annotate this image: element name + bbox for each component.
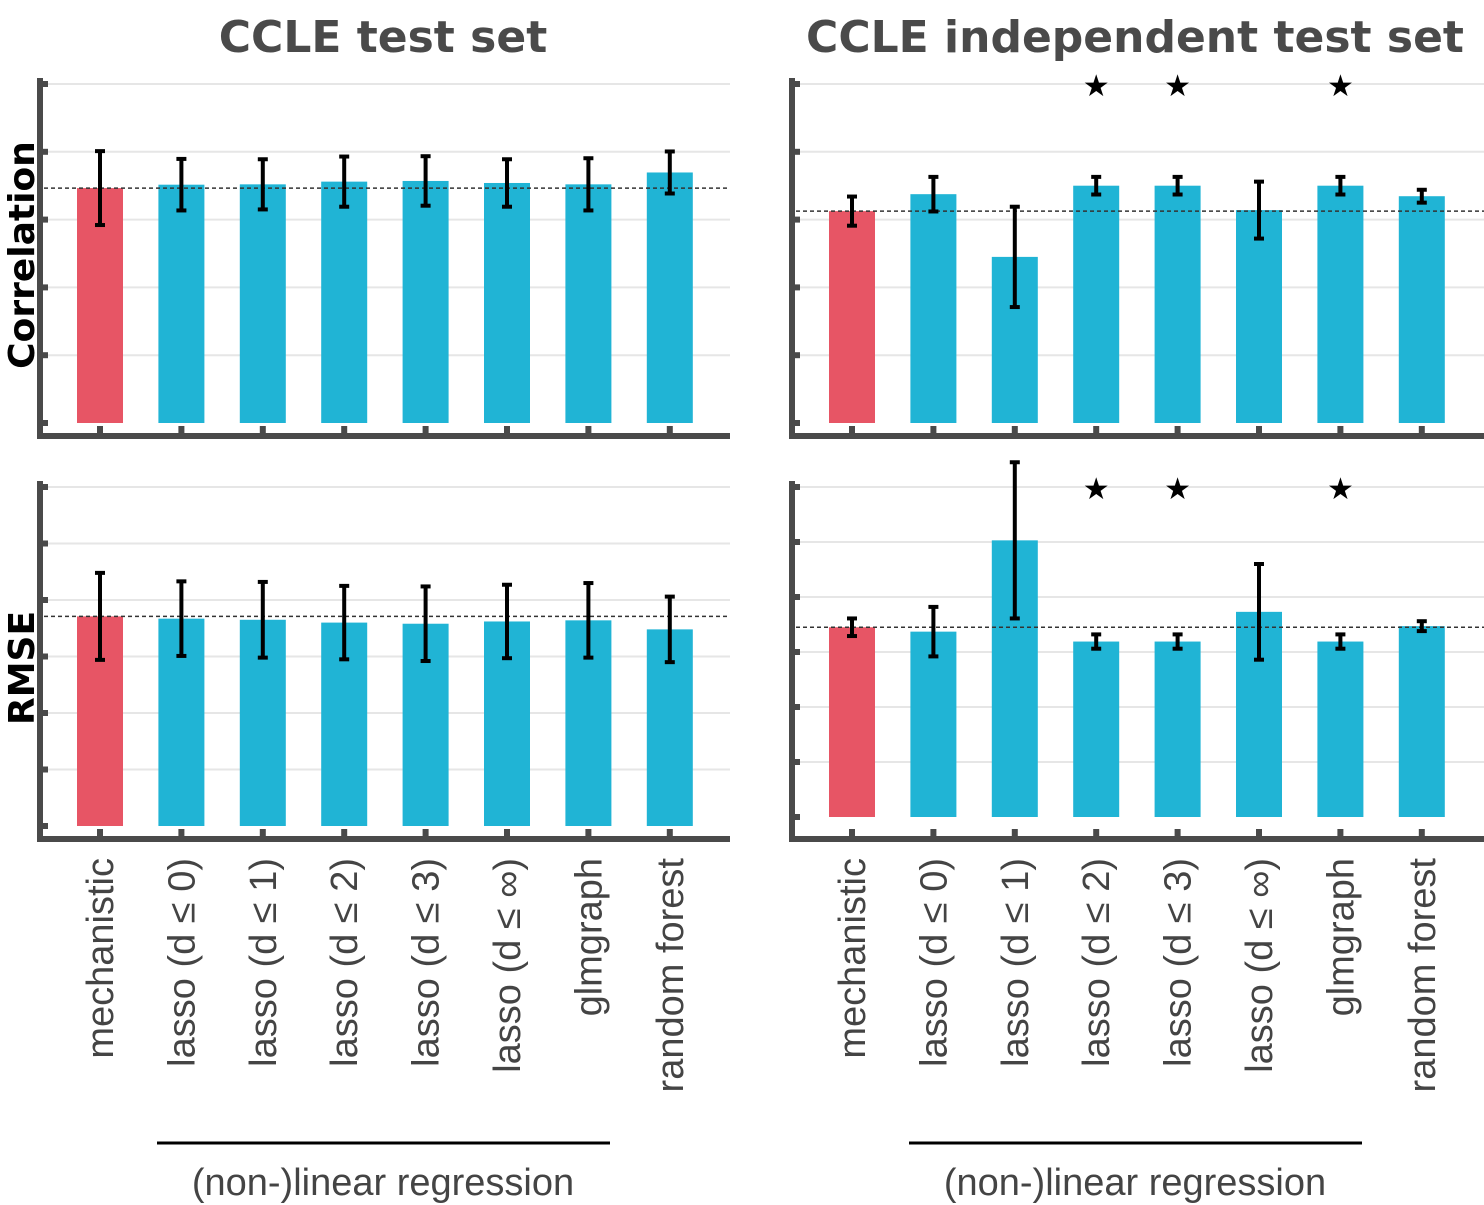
group-label-right: (non-)linear regression: [944, 1162, 1326, 1204]
bar-4: [402, 180, 449, 423]
x-tick-label-1: lasso (d ≤ 0): [161, 858, 203, 1067]
bar-4: [1154, 185, 1201, 423]
title-left: CCLE test set: [219, 12, 547, 63]
x-tick-label-0: mechanistic: [80, 858, 122, 1059]
ylabel-correlation: Correlation: [2, 141, 43, 369]
bar-7: [1398, 196, 1445, 423]
x-tick-label-1: lasso (d ≤ 0): [913, 858, 955, 1067]
bar-3: [1073, 185, 1120, 423]
significance-star-6: ★: [1327, 69, 1354, 104]
x-tick-label-0: mechanistic: [832, 858, 874, 1059]
bar-7: [646, 172, 693, 423]
bar-0: [77, 188, 123, 423]
bar-6: [565, 184, 612, 423]
significance-star-4: ★: [1164, 472, 1191, 507]
x-tick-label-4: lasso (d ≤ 3): [1158, 858, 1200, 1067]
x-tick-label-6: glmgraph: [1320, 858, 1362, 1016]
x-tick-label-3: lasso (d ≤ 2): [324, 858, 366, 1067]
x-tick-label-4: lasso (d ≤ 3): [406, 858, 448, 1067]
panel-1: ★ ★ ★: [789, 69, 1484, 439]
x-tick-label-5: lasso (d ≤ ∞): [487, 858, 529, 1073]
bar-4: [1154, 641, 1201, 817]
bar-3: [321, 181, 368, 423]
significance-star-3: ★: [1083, 69, 1110, 104]
panel-0: [37, 78, 730, 439]
bar-0: [829, 211, 875, 423]
bar-1: [158, 184, 205, 423]
bar-0: [829, 627, 875, 817]
bar-1: [910, 194, 957, 423]
x-tick-label-3: lasso (d ≤ 2): [1076, 858, 1118, 1067]
significance-star-3: ★: [1083, 472, 1110, 507]
bar-5: [484, 182, 530, 423]
significance-star-4: ★: [1164, 69, 1191, 104]
bar-7: [1398, 626, 1445, 817]
bar-6: [1317, 185, 1364, 423]
x-tick-label-7: random forest: [650, 858, 692, 1093]
bar-6: [1317, 641, 1364, 817]
ylabel-rmse: RMSE: [2, 611, 43, 725]
title-right: CCLE independent test set: [806, 12, 1464, 63]
x-tick-label-2: lasso (d ≤ 1): [995, 858, 1037, 1067]
bar-5: [1236, 210, 1282, 423]
x-tick-label-7: random forest: [1402, 858, 1444, 1093]
bar-2: [239, 184, 286, 423]
panel-3: ★ ★ ★: [789, 460, 1484, 842]
bar-3: [1073, 641, 1120, 817]
x-tick-label-5: lasso (d ≤ ∞): [1239, 858, 1281, 1073]
panel-2: [37, 481, 730, 842]
x-tick-label-6: glmgraph: [568, 858, 610, 1016]
significance-star-6: ★: [1327, 472, 1354, 507]
x-tick-label-2: lasso (d ≤ 1): [243, 858, 285, 1067]
bar-1: [910, 631, 957, 817]
group-label-left: (non-)linear regression: [192, 1162, 574, 1204]
